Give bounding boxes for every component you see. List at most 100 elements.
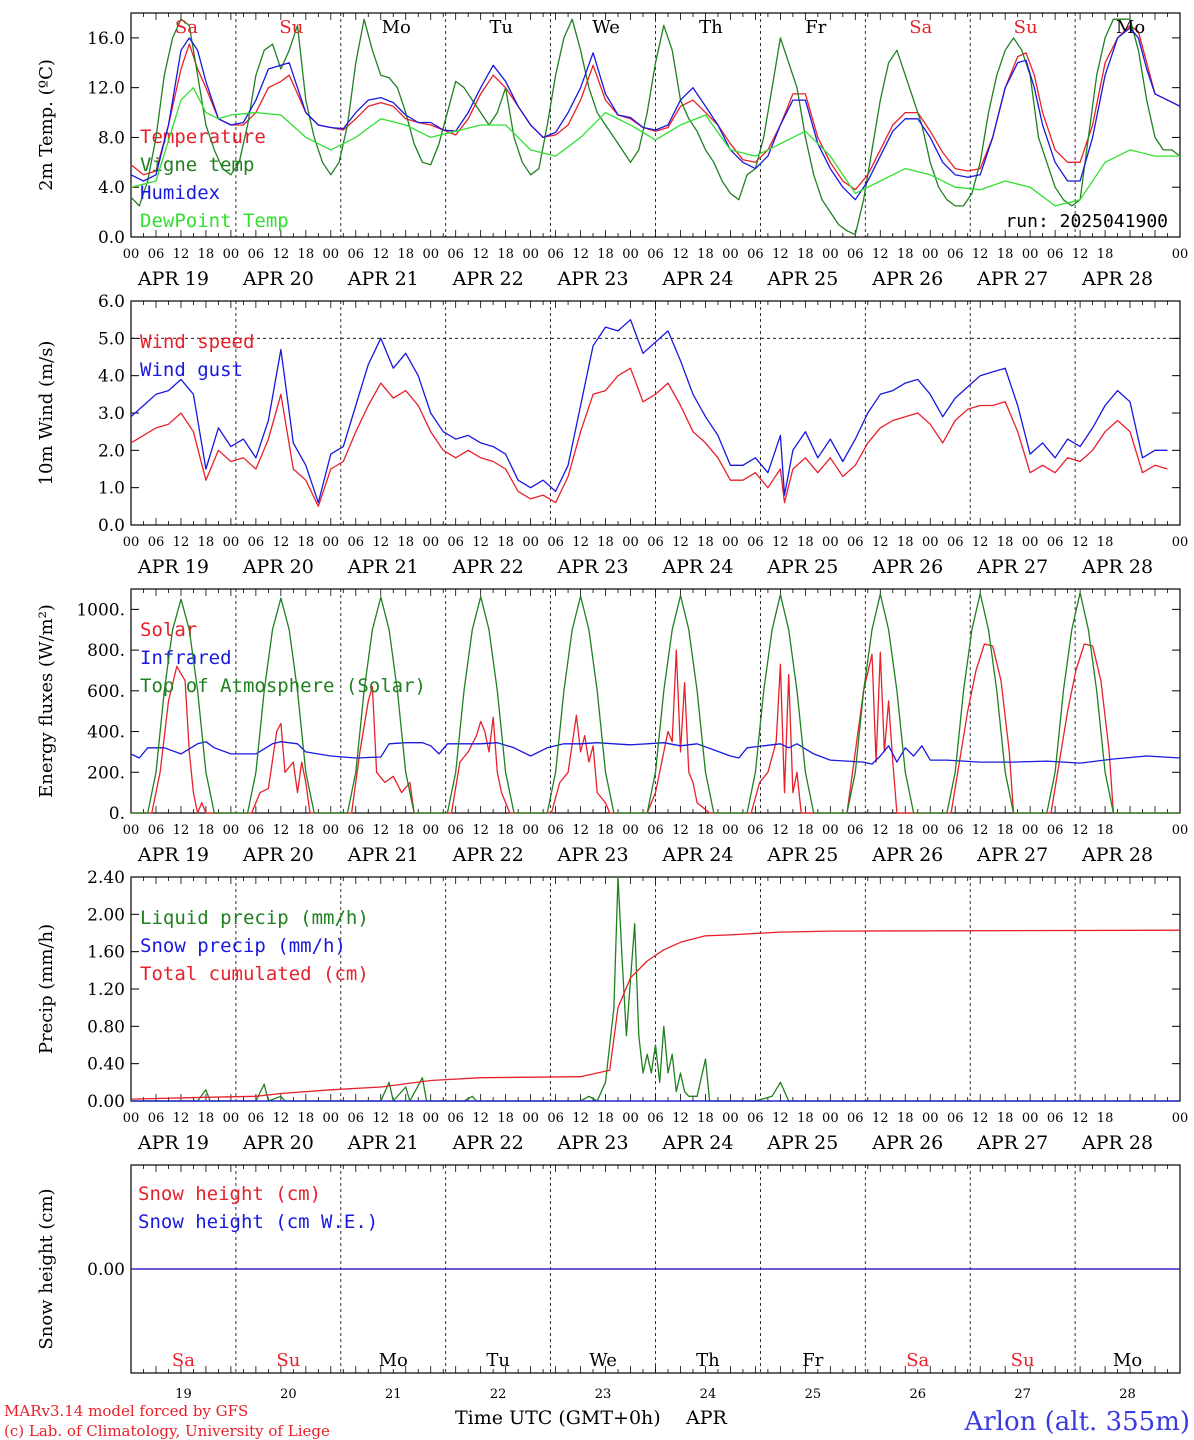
series-line-humidex: [130, 27, 1181, 201]
hour-tick-label: 00: [123, 1111, 140, 1126]
hour-tick-label: 12: [472, 535, 489, 550]
hour-tick-label: 18: [797, 1111, 814, 1126]
hour-tick-label: 18: [797, 247, 814, 262]
panel-frame-3: [130, 588, 1181, 814]
day-label: APR 20: [242, 844, 314, 866]
y-tick-label: 2.0: [98, 441, 125, 461]
day-label: APR 23: [557, 556, 629, 578]
hour-tick-label: 06: [547, 823, 564, 838]
y-tick-label: 800.: [87, 641, 125, 661]
hour-tick-label: 00: [822, 1111, 839, 1126]
y-tick-label: 8.0: [98, 128, 125, 148]
hour-tick-label: 06: [447, 1111, 464, 1126]
hour-tick-label: 06: [148, 247, 165, 262]
hour-tick-label: 18: [1097, 247, 1114, 262]
day-number-label: 26: [909, 1387, 926, 1402]
hour-tick-label: 06: [248, 535, 265, 550]
hour-tick-label: 18: [298, 1111, 315, 1126]
hour-tick-label: 18: [697, 535, 714, 550]
y-tick-label: 2.40: [87, 868, 125, 888]
hour-tick-label: 00: [922, 1111, 939, 1126]
hour-tick-label: 00: [1022, 247, 1039, 262]
hour-tick-label: 00: [1172, 1111, 1189, 1126]
day-label: APR 26: [871, 844, 943, 866]
day-number-label: 22: [490, 1387, 507, 1402]
series-line-infrared: [130, 741, 1181, 765]
hour-tick-label: 06: [547, 1111, 564, 1126]
series-line-wind-speed: [130, 367, 1168, 507]
hour-tick-label: 18: [397, 1111, 414, 1126]
hour-tick-label: 06: [847, 247, 864, 262]
day-label: APR 24: [661, 844, 733, 866]
legend-humidex: Humidex: [140, 182, 220, 204]
day-label: APR 27: [976, 556, 1048, 578]
y-tick-label: 0.0: [98, 516, 125, 536]
day-label: APR 19: [137, 844, 209, 866]
hour-tick-label: 06: [447, 535, 464, 550]
hour-tick-label: 12: [273, 823, 290, 838]
hour-tick-label: 06: [647, 535, 664, 550]
hour-tick-label: 12: [872, 535, 889, 550]
weekday-label: Mo: [382, 17, 411, 38]
hour-tick-label: 18: [797, 823, 814, 838]
y-tick-label: 5.0: [98, 329, 125, 349]
hour-tick-label: 06: [847, 823, 864, 838]
day-number-label: 24: [700, 1387, 717, 1402]
weekday-label: Su: [276, 1350, 300, 1371]
hour-tick-label: 00: [822, 535, 839, 550]
y-tick-label: 1000.: [76, 600, 125, 620]
hour-tick-label: 12: [173, 535, 190, 550]
weekday-label: Su: [1011, 1350, 1035, 1371]
hour-tick-label: 06: [148, 1111, 165, 1126]
day-number-label: 20: [280, 1387, 297, 1402]
day-label: APR 27: [976, 1132, 1048, 1154]
hour-tick-label: 06: [747, 247, 764, 262]
day-number-label: 28: [1119, 1387, 1136, 1402]
y-tick-label: 0.0: [98, 228, 125, 248]
hour-tick-label: 18: [1097, 535, 1114, 550]
hour-tick-label: 06: [647, 247, 664, 262]
hour-tick-label: 12: [472, 1111, 489, 1126]
weekday-label: Sa: [909, 17, 932, 38]
hour-tick-label: 06: [947, 247, 964, 262]
hour-tick-label: 12: [1072, 247, 1089, 262]
hour-tick-label: 00: [522, 247, 539, 262]
day-label: APR 19: [137, 556, 209, 578]
day-label: APR 20: [242, 1132, 314, 1154]
hour-tick-label: 12: [772, 823, 789, 838]
hour-tick-label: 12: [1072, 1111, 1089, 1126]
hour-tick-label: 00: [822, 247, 839, 262]
weekday-label: Th: [699, 17, 723, 38]
hour-tick-label: 06: [348, 247, 365, 262]
day-label: APR 22: [452, 844, 524, 866]
day-label: APR 27: [976, 844, 1048, 866]
hour-tick-label: 06: [547, 247, 564, 262]
hour-tick-label: 00: [223, 247, 240, 262]
series-line-wind-gust: [130, 319, 1168, 504]
day-label: APR 26: [871, 268, 943, 290]
day-label: APR 20: [242, 556, 314, 578]
legend-vigne-temp: Vigne temp: [140, 154, 254, 176]
hour-tick-label: 18: [597, 823, 614, 838]
hour-tick-label: 12: [872, 247, 889, 262]
hour-tick-label: 06: [947, 535, 964, 550]
hour-tick-label: 00: [422, 1111, 439, 1126]
day-number-label: 27: [1014, 1387, 1031, 1402]
hour-tick-label: 12: [173, 1111, 190, 1126]
day-label: APR 26: [871, 1132, 943, 1154]
hour-tick-label: 06: [1047, 823, 1064, 838]
x-axis-title: Time UTC (GMT+0h): [455, 1407, 661, 1429]
station-name: Arlon (alt. 355m): [963, 1407, 1190, 1437]
day-label: APR 21: [347, 268, 419, 290]
panel-frame-2: [130, 300, 1181, 526]
hour-tick-label: 00: [822, 823, 839, 838]
y-tick-label: 16.0: [87, 29, 125, 49]
hour-tick-label: 00: [1022, 823, 1039, 838]
legend-total-cumulated-cm-: Total cumulated (cm): [140, 963, 369, 985]
hour-tick-label: 18: [697, 823, 714, 838]
day-label: APR 21: [347, 844, 419, 866]
hour-tick-label: 00: [223, 535, 240, 550]
hour-tick-label: 06: [647, 823, 664, 838]
legend-solar: Solar: [140, 619, 197, 641]
